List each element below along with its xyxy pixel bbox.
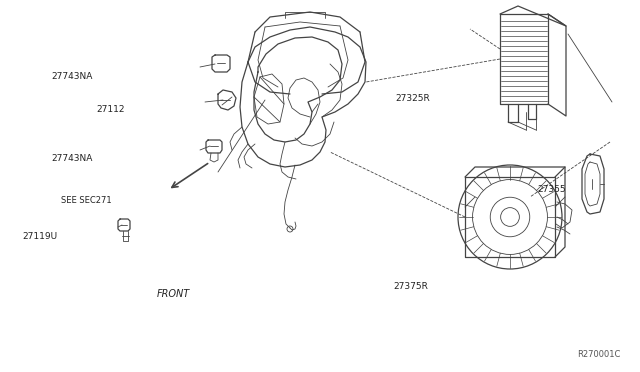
- Text: 27112: 27112: [96, 105, 125, 114]
- Text: 27119U: 27119U: [22, 232, 58, 241]
- Text: 27743NA: 27743NA: [51, 154, 93, 163]
- Text: 27375R: 27375R: [394, 282, 428, 291]
- Text: 27743NA: 27743NA: [51, 72, 93, 81]
- Text: R270001C: R270001C: [577, 350, 621, 359]
- Text: FRONT: FRONT: [157, 289, 190, 299]
- Text: 27355: 27355: [538, 185, 566, 194]
- Text: SEE SEC271: SEE SEC271: [61, 196, 112, 205]
- Text: 27325R: 27325R: [396, 94, 430, 103]
